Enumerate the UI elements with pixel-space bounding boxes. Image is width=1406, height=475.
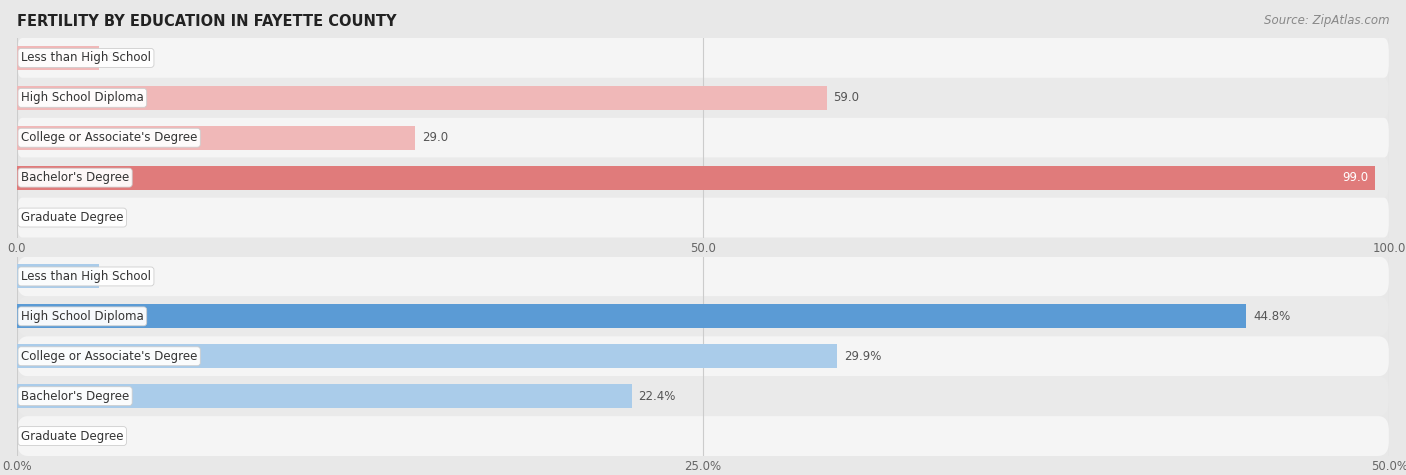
Text: Less than High School: Less than High School <box>21 270 150 283</box>
Text: 22.4%: 22.4% <box>638 390 676 403</box>
Text: Bachelor's Degree: Bachelor's Degree <box>21 390 129 403</box>
Bar <box>17 344 838 368</box>
Text: Graduate Degree: Graduate Degree <box>21 429 124 443</box>
Bar <box>17 304 1246 328</box>
FancyBboxPatch shape <box>17 256 1389 296</box>
Text: College or Associate's Degree: College or Associate's Degree <box>21 131 197 144</box>
Bar <box>17 46 100 70</box>
FancyBboxPatch shape <box>17 38 1389 78</box>
FancyBboxPatch shape <box>17 78 1389 118</box>
Text: 29.9%: 29.9% <box>845 350 882 363</box>
Bar <box>17 126 415 150</box>
Bar <box>17 384 631 408</box>
FancyBboxPatch shape <box>17 198 1389 238</box>
Bar <box>17 86 827 110</box>
Text: 59.0: 59.0 <box>834 91 859 104</box>
Text: 0.0: 0.0 <box>24 211 42 224</box>
FancyBboxPatch shape <box>17 336 1389 376</box>
FancyBboxPatch shape <box>17 376 1389 416</box>
Text: Bachelor's Degree: Bachelor's Degree <box>21 171 129 184</box>
FancyBboxPatch shape <box>17 296 1389 336</box>
Text: FERTILITY BY EDUCATION IN FAYETTE COUNTY: FERTILITY BY EDUCATION IN FAYETTE COUNTY <box>17 14 396 29</box>
FancyBboxPatch shape <box>17 158 1389 198</box>
Text: High School Diploma: High School Diploma <box>21 310 143 323</box>
Text: High School Diploma: High School Diploma <box>21 91 143 104</box>
Text: Less than High School: Less than High School <box>21 51 150 65</box>
Text: 6.0: 6.0 <box>105 51 125 65</box>
Text: 29.0: 29.0 <box>422 131 449 144</box>
FancyBboxPatch shape <box>17 118 1389 158</box>
Text: Graduate Degree: Graduate Degree <box>21 211 124 224</box>
FancyBboxPatch shape <box>17 416 1389 456</box>
Text: College or Associate's Degree: College or Associate's Degree <box>21 350 197 363</box>
Text: 0.0%: 0.0% <box>24 429 53 443</box>
Text: 99.0: 99.0 <box>1343 171 1368 184</box>
Text: 3.0%: 3.0% <box>105 270 136 283</box>
Text: 44.8%: 44.8% <box>1253 310 1291 323</box>
Bar <box>17 166 1375 190</box>
Text: Source: ZipAtlas.com: Source: ZipAtlas.com <box>1264 14 1389 27</box>
Bar <box>17 265 100 288</box>
